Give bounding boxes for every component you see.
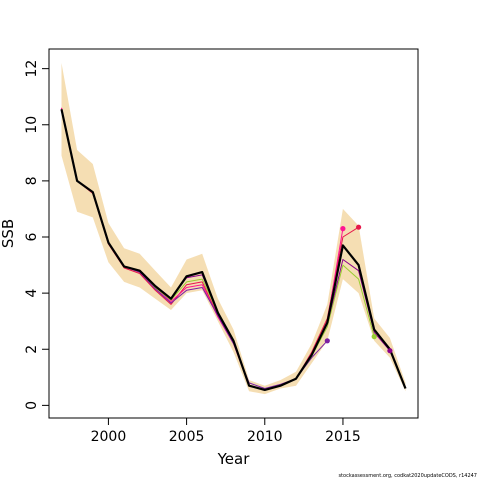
- x-axis-title: Year: [217, 450, 251, 468]
- y-tick-label: 10: [24, 116, 40, 134]
- series-endpoint-5: [387, 348, 393, 354]
- y-tick-label: 2: [24, 345, 40, 354]
- y-tick-label: 4: [24, 289, 40, 298]
- series-endpoint-layer: [324, 224, 393, 354]
- x-tick-label: 2015: [325, 429, 361, 445]
- y-axis: 0 2 4 6 8 10 12: [24, 60, 50, 410]
- series-endpoint-3: [324, 338, 330, 344]
- x-axis: 2000 2005 2010 2015: [91, 417, 361, 445]
- x-tick-label: 2005: [169, 429, 205, 445]
- y-tick-label: 0: [24, 401, 40, 410]
- y-axis-title: SSB: [0, 219, 17, 248]
- main-series-layer: [60, 109, 407, 391]
- y-tick-label: 12: [24, 60, 40, 78]
- series-retro-line-2: [61, 107, 344, 391]
- x-tick-label: 2010: [247, 429, 283, 445]
- y-tick-label: 8: [24, 176, 40, 185]
- y-tick-label: 6: [24, 232, 40, 241]
- series-endpoint-4: [371, 334, 377, 340]
- series-endpoint-1: [356, 224, 362, 230]
- series-endpoint-2: [340, 226, 346, 232]
- series-retro-line-3: [61, 109, 328, 389]
- source-footnote: stockassessment.org, codkat2020updateCOD…: [338, 473, 477, 479]
- x-tick-label: 2000: [91, 429, 127, 445]
- series-main-line: [60, 109, 407, 391]
